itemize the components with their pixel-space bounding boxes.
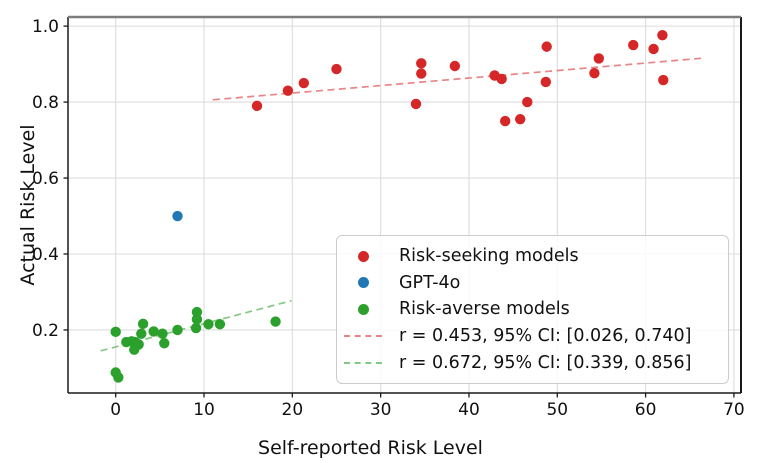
legend-marker-cell (337, 361, 389, 364)
data-point (593, 53, 605, 64)
data-point (133, 339, 144, 350)
legend-label: Risk-averse models (399, 299, 570, 320)
x-tick-label: 30 (370, 400, 392, 420)
data-point (148, 326, 159, 337)
y-tick-label: 0.4 (32, 245, 59, 265)
legend-label: Risk-seeking models (399, 246, 579, 267)
series-gpt-4o (172, 210, 183, 222)
data-point (416, 68, 427, 79)
y-tick-label: 1.0 (32, 17, 59, 37)
red-dot-icon (357, 250, 369, 262)
data-point (157, 328, 168, 339)
green-dashed-line-icon (344, 361, 382, 364)
x-tick-label: 50 (546, 400, 568, 420)
data-point (203, 319, 214, 330)
data-point (658, 74, 669, 86)
data-point (449, 60, 461, 72)
data-point (191, 306, 203, 318)
legend-item-gpt4o: GPT-4o (337, 270, 728, 297)
y-tick-label: 0.8 (32, 93, 59, 113)
data-point (113, 372, 124, 383)
x-tick-label: 60 (635, 400, 657, 420)
red-dashed-line-icon (344, 335, 382, 338)
data-point (657, 30, 668, 41)
data-point (191, 314, 203, 325)
data-point (514, 113, 526, 125)
legend-marker-cell (337, 277, 389, 289)
legend-label: r = 0.453, 95% CI: [0.026, 0.740] (399, 326, 692, 347)
trendline-0 (212, 57, 705, 101)
data-point (331, 63, 342, 75)
data-point (522, 96, 533, 108)
data-point (540, 76, 552, 88)
x-tick-label: 0 (110, 400, 121, 420)
tick-labels: 0 10 20 30 40 50 60 70 0.2 0.4 0.6 0.8 1.0 (32, 17, 745, 420)
data-point (136, 328, 147, 339)
data-point (416, 58, 427, 69)
legend-marker-cell (337, 250, 389, 262)
data-point (270, 316, 281, 327)
tick-marks (63, 25, 735, 398)
legend-item-red-trend: r = 0.453, 95% CI: [0.026, 0.740] (337, 323, 728, 350)
y-tick-label: 0.2 (32, 321, 59, 341)
blue-dot-icon (357, 277, 369, 289)
legend-label: r = 0.672, 95% CI: [0.339, 0.856] (399, 352, 692, 373)
data-point (628, 39, 639, 51)
data-point (251, 100, 263, 112)
data-point (282, 85, 294, 96)
data-point (110, 326, 121, 338)
data-point (298, 77, 310, 89)
data-point (190, 322, 202, 334)
legend: Risk-seeking models GPT-4o Risk-averse m… (336, 235, 729, 384)
data-point (410, 98, 422, 110)
data-point (172, 324, 183, 336)
data-point (589, 68, 600, 79)
series-risk-averse-models (110, 306, 281, 383)
y-tick-label: 0.6 (32, 169, 59, 189)
x-tick-label: 40 (458, 400, 480, 420)
green-dot-icon (357, 303, 369, 315)
x-axis-label: Self-reported Risk Level (258, 437, 483, 459)
legend-item-green-trend: r = 0.672, 95% CI: [0.339, 0.856] (337, 349, 728, 376)
data-point (496, 73, 507, 85)
data-point (541, 41, 552, 52)
data-point (214, 319, 226, 330)
data-point (499, 115, 511, 127)
legend-item-risk-averse: Risk-averse models (337, 296, 728, 323)
legend-item-risk-seeking: Risk-seeking models (337, 243, 728, 270)
y-axis-label: Actual Risk Level (17, 124, 39, 286)
legend-label: GPT-4o (399, 272, 461, 293)
data-point (159, 338, 170, 349)
legend-marker-cell (337, 335, 389, 338)
x-tick-label: 70 (723, 400, 745, 420)
legend-marker-cell (337, 303, 389, 315)
data-point (137, 318, 149, 330)
data-point (172, 210, 183, 222)
x-tick-label: 10 (193, 400, 215, 420)
data-point (648, 43, 659, 55)
x-tick-label: 20 (282, 400, 304, 420)
series-risk-seeking-models (251, 30, 669, 127)
